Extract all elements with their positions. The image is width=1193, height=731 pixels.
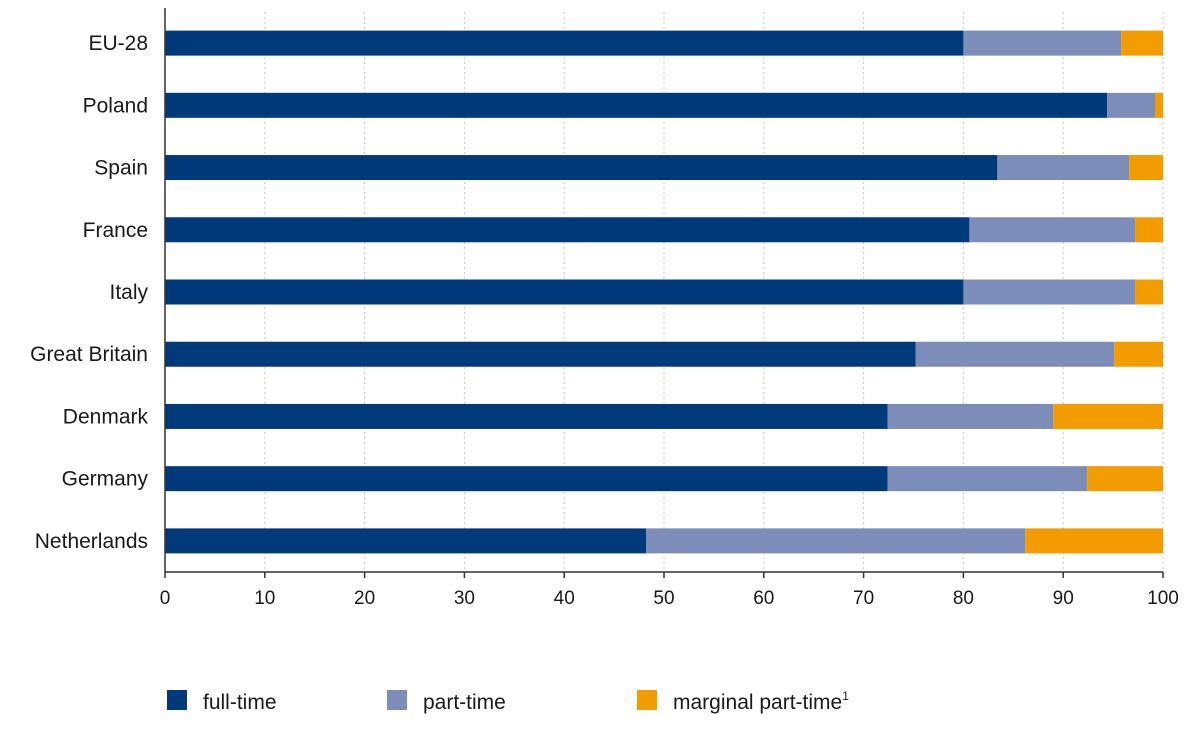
- x-tick-labels: 0 10 20 30 40 50 60 70 80 90 100: [160, 588, 1179, 609]
- legend: full-time part-time marginal part-time1: [167, 689, 849, 714]
- legend-label: full-time: [203, 691, 277, 714]
- bar-great-britain-part-time: [915, 341, 1115, 367]
- x-tick-label: 20: [354, 588, 375, 609]
- category-label: Poland: [83, 94, 148, 117]
- legend-swatch: [637, 690, 657, 710]
- bar-netherlands-full-time: [165, 528, 647, 554]
- x-tick-label: 70: [853, 588, 874, 609]
- legend-swatch: [167, 690, 187, 710]
- category-label: Germany: [62, 468, 149, 491]
- bar-eu-28-marginal-part-time: [1121, 30, 1163, 56]
- legend-swatch: [387, 690, 407, 710]
- bar-denmark-full-time: [165, 403, 888, 429]
- x-tick-label: 50: [653, 588, 674, 609]
- bar-poland-part-time: [1107, 92, 1156, 118]
- category-label: Italy: [109, 281, 148, 304]
- legend-item-full-time: full-time: [167, 690, 277, 714]
- bar-denmark-part-time: [887, 403, 1054, 429]
- bars-layer: [165, 30, 1163, 554]
- bar-netherlands-marginal-part-time: [1025, 528, 1163, 554]
- bar-eu-28-full-time: [165, 30, 964, 56]
- bar-eu-28-part-time: [963, 30, 1122, 56]
- bar-great-britain-marginal-part-time: [1114, 341, 1163, 367]
- axis-layer: [164, 8, 1164, 578]
- bar-italy-marginal-part-time: [1135, 279, 1163, 305]
- legend-label: marginal part-time1: [673, 689, 849, 714]
- bar-great-britain-full-time: [165, 341, 916, 367]
- x-tick-label: 60: [753, 588, 774, 609]
- bar-poland-full-time: [165, 92, 1108, 118]
- category-label: Denmark: [63, 405, 149, 428]
- x-tick-label: 10: [254, 588, 275, 609]
- x-tick-label: 0: [160, 588, 171, 609]
- legend-item-marginal-part-time: marginal part-time1: [637, 689, 849, 714]
- bar-italy-part-time: [963, 279, 1136, 305]
- x-tick-label: 40: [554, 588, 575, 609]
- bar-france-full-time: [165, 217, 970, 243]
- bar-spain-part-time: [997, 155, 1130, 181]
- bar-france-marginal-part-time: [1135, 217, 1163, 243]
- x-tick-label: 80: [953, 588, 974, 609]
- x-tick-label: 30: [454, 588, 475, 609]
- category-label: Spain: [94, 157, 148, 180]
- legend-label: part-time: [423, 691, 506, 714]
- category-label: France: [83, 219, 148, 242]
- x-tick-label: 90: [1053, 588, 1074, 609]
- bar-spain-marginal-part-time: [1129, 155, 1163, 181]
- bar-germany-part-time: [887, 466, 1088, 492]
- bar-france-part-time: [969, 217, 1136, 243]
- bar-germany-marginal-part-time: [1087, 466, 1163, 492]
- category-label: Great Britain: [30, 343, 148, 366]
- bar-poland-marginal-part-time: [1155, 92, 1163, 118]
- legend-footnote-marker: 1: [842, 689, 849, 703]
- bar-italy-full-time: [165, 279, 964, 305]
- bar-germany-full-time: [165, 466, 888, 492]
- legend-item-part-time: part-time: [387, 690, 506, 714]
- x-tick-label: 100: [1147, 588, 1179, 609]
- category-label: Netherlands: [35, 530, 148, 553]
- bar-netherlands-part-time: [646, 528, 1026, 554]
- bar-denmark-marginal-part-time: [1053, 403, 1163, 429]
- category-label: EU-28: [88, 32, 148, 55]
- category-labels: EU-28 Poland Spain France Italy Great Britain…: [30, 32, 148, 553]
- bar-spain-full-time: [165, 155, 998, 181]
